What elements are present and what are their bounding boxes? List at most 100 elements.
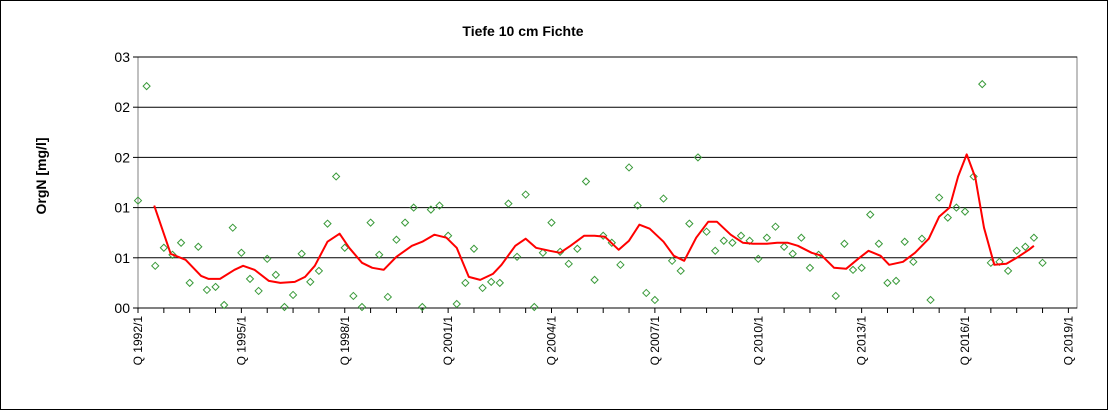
data-point xyxy=(263,254,272,264)
data-point xyxy=(642,288,651,298)
y-tick-label: 02 xyxy=(114,99,130,115)
y-ticks: 00 01 01 02 02 03 xyxy=(114,49,130,316)
data-point xyxy=(297,249,306,258)
data-point xyxy=(1038,258,1047,268)
data-point xyxy=(202,285,212,295)
data-point xyxy=(616,260,625,270)
data-point xyxy=(159,243,169,252)
data-point xyxy=(590,275,599,285)
data-point xyxy=(435,201,444,210)
y-tick-label: 02 xyxy=(114,149,130,165)
data-point xyxy=(409,203,418,212)
data-point xyxy=(142,81,151,91)
data-point xyxy=(530,302,539,312)
data-point xyxy=(357,302,367,312)
data-point xyxy=(866,210,875,219)
data-point xyxy=(211,282,220,292)
data-point xyxy=(133,196,143,205)
data-point xyxy=(676,266,685,276)
x-tick-label: Q 2013/1 xyxy=(855,316,869,366)
data-point xyxy=(400,218,410,227)
x-tick-label: Q 1992/1 xyxy=(131,316,145,366)
data-point xyxy=(952,203,961,212)
data-point xyxy=(1021,242,1030,251)
data-point xyxy=(917,234,927,243)
data-point xyxy=(375,250,384,259)
data-point xyxy=(926,295,935,305)
data-point xyxy=(891,276,901,286)
grid xyxy=(133,56,1077,309)
data-point xyxy=(418,302,427,312)
data-point xyxy=(1003,266,1013,276)
data-point xyxy=(719,236,729,245)
chart-title: Tiefe 10 cm Fichte xyxy=(462,23,583,39)
data-point xyxy=(659,194,668,203)
data-point xyxy=(840,239,849,248)
data-point xyxy=(469,244,479,253)
y-tick-label: 01 xyxy=(114,200,130,216)
data-point xyxy=(702,227,711,236)
data-point xyxy=(1029,233,1039,242)
data-point xyxy=(909,257,918,267)
data-point xyxy=(667,256,677,266)
x-ticks: Q 1992/1 Q 1995/1 Q 1998/1 Q 2001/1 Q 2004/1… xyxy=(131,308,1075,365)
data-point xyxy=(323,219,332,228)
data-point xyxy=(512,252,522,262)
data-point xyxy=(978,79,987,89)
y-axis-label: OrgN [mg/l] xyxy=(33,138,49,215)
data-point xyxy=(736,231,746,240)
data-point xyxy=(426,205,436,214)
y-tick-label: 03 xyxy=(114,49,130,65)
data-point xyxy=(762,233,772,242)
data-point xyxy=(151,261,160,271)
data-point xyxy=(710,246,720,255)
data-point xyxy=(564,259,573,269)
data-point xyxy=(280,302,289,312)
data-point xyxy=(306,277,315,287)
data-point xyxy=(943,213,952,222)
x-tick-label: Q 2019/1 xyxy=(1061,316,1075,366)
data-point xyxy=(461,278,470,288)
data-point xyxy=(581,177,591,186)
data-point xyxy=(185,278,194,288)
data-point xyxy=(857,263,866,273)
data-point xyxy=(504,199,513,208)
data-point xyxy=(521,190,530,199)
x-tick-label: Q 1995/1 xyxy=(234,316,248,366)
trend-line-path xyxy=(153,153,1035,284)
data-point xyxy=(245,274,255,284)
data-point xyxy=(176,238,186,247)
data-point xyxy=(788,249,797,258)
y-tick-label: 00 xyxy=(114,300,130,316)
x-tick-label: Q 2007/1 xyxy=(648,316,662,366)
data-point xyxy=(754,254,763,264)
data-point xyxy=(771,222,780,231)
data-point xyxy=(934,193,944,202)
data-point xyxy=(331,172,341,181)
y-tick-label: 01 xyxy=(114,250,130,266)
data-point xyxy=(314,266,324,276)
data-point xyxy=(624,163,634,172)
data-point xyxy=(650,295,660,305)
data-point xyxy=(228,223,237,232)
x-tick-label: Q 2016/1 xyxy=(958,316,972,366)
data-point xyxy=(633,201,642,210)
data-point xyxy=(237,248,246,257)
data-point xyxy=(573,244,582,253)
data-point xyxy=(452,299,461,309)
data-point xyxy=(1012,246,1021,255)
data-point xyxy=(392,235,401,244)
data-point xyxy=(693,153,703,162)
data-point xyxy=(900,237,909,246)
data-point xyxy=(547,218,556,227)
data-point xyxy=(271,270,281,280)
data-point xyxy=(969,172,978,181)
data-point xyxy=(538,248,548,257)
data-point xyxy=(288,290,298,300)
data-point xyxy=(383,292,393,302)
data-point xyxy=(495,278,505,288)
data-point xyxy=(219,300,229,310)
data-point xyxy=(340,243,349,252)
plot-area xyxy=(137,56,1078,309)
